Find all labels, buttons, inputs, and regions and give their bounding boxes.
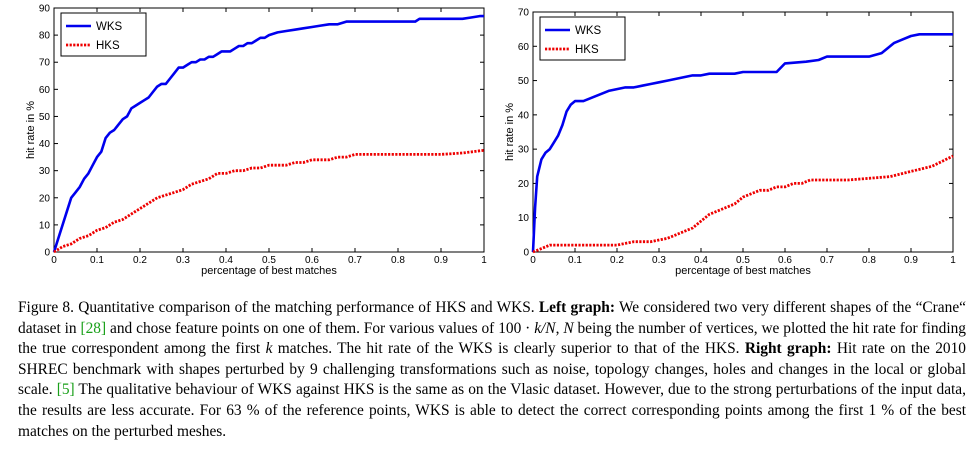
citation-link[interactable]: [28] [80, 319, 107, 337]
x-tick-label: 0.7 [820, 255, 834, 266]
y-tick-label: 20 [39, 193, 51, 204]
caption-text: Quantitative comparison of the matching … [73, 299, 539, 316]
y-tick-label: 10 [39, 220, 51, 231]
x-tick-label: 0.7 [348, 255, 362, 266]
y-tick-label: 10 [518, 213, 530, 224]
y-tick-label: 0 [44, 248, 50, 259]
legend-label: WKS [575, 25, 602, 37]
x-tick-label: 0.2 [133, 255, 147, 266]
caption-text: We considered two very different shapes … [18, 299, 966, 337]
caption-text: The qualitative behaviour of WKS against… [18, 381, 966, 440]
legend-box [539, 16, 626, 61]
y-tick-label: 40 [518, 110, 530, 121]
caption-text: Hit rate on the 2010 SHREC benchmark wit… [18, 340, 966, 399]
x-tick-label: 1 [481, 255, 487, 266]
y-tick-label: 30 [518, 145, 530, 156]
legend-box [60, 12, 147, 57]
x-tick-label: 0.4 [219, 255, 233, 266]
x-tick-label: 0.3 [176, 255, 190, 266]
legend-label: HKS [96, 40, 120, 52]
chart-right: 0 0.1 0.2 0.3 0.4 0.5 0.6 0.7 0.8 0.9 101020304050… [504, 8, 956, 278]
x-tick-label: 0.6 [778, 255, 792, 266]
legend-label: HKS [575, 44, 599, 56]
x-tick-label: 0.8 [862, 255, 876, 266]
y-tick-label: 20 [518, 179, 530, 190]
x-tick-label: 0.4 [694, 255, 708, 266]
chart-left: 0 0.1 0.2 0.3 0.4 0.5 0.6 0.7 0.8 0.9 101020304050… [25, 4, 487, 278]
right-graph-label: Right graph: [744, 340, 832, 358]
math-expression: · [521, 319, 535, 337]
x-tick-label: 0.6 [305, 255, 319, 266]
x-tick-label: 0.5 [736, 255, 750, 266]
x-tick-label: 0.9 [434, 255, 448, 266]
y-axis-label: hit rate in % [504, 103, 516, 161]
figure-area: 0 0.1 0.2 0.3 0.4 0.5 0.6 0.7 0.8 0.9 1 0 10 20 30 40 50… [25, 4, 956, 278]
x-axis-label: percentage of best matches [201, 265, 337, 277]
math-expression: , [555, 319, 564, 337]
series-line-hks [53, 148, 485, 254]
x-tick-label: 0.3 [652, 255, 666, 266]
caption-text: being the number of vertices, we plotted… [18, 319, 966, 358]
y-tick-label: 30 [39, 166, 51, 177]
figure-caption: Figure 8. Quantitative comparison of the… [18, 298, 966, 442]
series-line-wks [531, 32, 953, 253]
caption-text: matches. The hit rate of the WKS is clea… [272, 340, 745, 358]
x-tick-label: 0 [530, 255, 536, 266]
citation-link[interactable]: [5] [56, 381, 75, 399]
y-tick-label: 60 [518, 42, 530, 53]
x-tick-label: 0.2 [610, 255, 624, 266]
math-expression: k/N [534, 319, 556, 337]
x-tick-label: 0.9 [904, 255, 918, 266]
series-line-hks [532, 154, 954, 254]
y-tick-label: 50 [39, 112, 51, 123]
x-tick-label: 0 [51, 255, 57, 266]
x-tick-label: 0.1 [568, 255, 582, 266]
y-tick-label: 90 [39, 4, 51, 15]
y-tick-label: 70 [39, 58, 51, 69]
y-tick-label: 80 [39, 31, 51, 42]
caption-text: and chose feature points on one of them.… [106, 319, 499, 337]
math-expression: N [563, 319, 574, 337]
x-axis-label: percentage of best matches [675, 265, 811, 277]
y-tick-label: 70 [518, 8, 530, 19]
x-tick-label: 0.5 [262, 255, 276, 266]
x-tick-label: 1 [950, 255, 956, 266]
legend-label: WKS [96, 21, 123, 33]
y-tick-label: 50 [518, 76, 530, 87]
math-expression: k [265, 340, 273, 358]
x-tick-label: 0.1 [90, 255, 104, 266]
math-expression: 100 [498, 319, 522, 337]
series-line-wks [52, 14, 484, 253]
y-tick-label: 40 [39, 139, 51, 150]
x-tick-label: 0.8 [391, 255, 405, 266]
y-tick-label: 0 [523, 248, 529, 259]
left-graph-label: Left graph: [538, 299, 615, 316]
figure-label: Figure 8. [18, 299, 74, 316]
y-axis-label: hit rate in % [25, 101, 37, 159]
y-tick-label: 60 [39, 85, 51, 96]
